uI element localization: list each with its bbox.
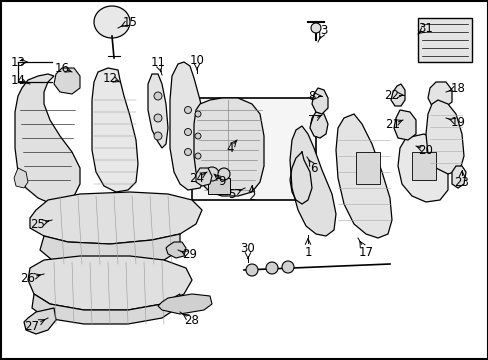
Text: 26: 26: [20, 271, 36, 284]
Circle shape: [282, 261, 293, 273]
Polygon shape: [148, 74, 168, 148]
Polygon shape: [14, 168, 28, 188]
Text: 8: 8: [307, 90, 315, 103]
Circle shape: [184, 107, 191, 113]
Text: 18: 18: [449, 81, 465, 95]
Circle shape: [184, 129, 191, 135]
Text: 5: 5: [228, 188, 235, 201]
Polygon shape: [451, 166, 465, 188]
Text: 7: 7: [307, 113, 315, 126]
Polygon shape: [170, 62, 207, 190]
Text: 30: 30: [240, 242, 255, 255]
Polygon shape: [196, 168, 212, 186]
Text: 24: 24: [189, 171, 204, 185]
Polygon shape: [15, 74, 80, 204]
Bar: [207, 178, 229, 194]
Text: 13: 13: [11, 55, 25, 68]
Text: 4: 4: [226, 141, 233, 154]
Text: 2: 2: [248, 189, 255, 202]
Polygon shape: [311, 88, 327, 114]
Text: 15: 15: [122, 15, 137, 28]
Text: 6: 6: [309, 162, 317, 175]
Polygon shape: [393, 110, 415, 140]
Text: 20: 20: [418, 144, 432, 157]
Polygon shape: [165, 242, 185, 258]
Polygon shape: [335, 114, 391, 238]
Circle shape: [245, 264, 258, 276]
Polygon shape: [425, 100, 463, 174]
Text: 12: 12: [102, 72, 117, 85]
Polygon shape: [40, 234, 180, 264]
Text: 1: 1: [304, 246, 311, 258]
Bar: [355, 152, 379, 184]
Text: 23: 23: [454, 176, 468, 189]
Circle shape: [184, 149, 191, 156]
Text: 22: 22: [384, 89, 399, 102]
Circle shape: [310, 23, 320, 33]
Text: 9: 9: [218, 175, 225, 188]
Polygon shape: [390, 84, 404, 106]
Text: 27: 27: [24, 320, 40, 333]
Text: 19: 19: [449, 116, 465, 129]
Polygon shape: [289, 126, 335, 236]
Text: 25: 25: [30, 217, 45, 230]
Text: 28: 28: [184, 314, 199, 327]
Polygon shape: [30, 192, 202, 244]
Bar: [192, 98, 315, 200]
Circle shape: [204, 167, 219, 181]
Text: 31: 31: [418, 22, 432, 35]
Circle shape: [154, 92, 162, 100]
Text: 16: 16: [54, 62, 69, 75]
Text: 29: 29: [182, 248, 197, 261]
Text: 21: 21: [385, 117, 400, 131]
Polygon shape: [158, 294, 212, 314]
Polygon shape: [54, 68, 80, 94]
Polygon shape: [194, 98, 264, 196]
Polygon shape: [92, 68, 138, 192]
Polygon shape: [32, 294, 180, 324]
Circle shape: [218, 168, 229, 180]
Text: 11: 11: [150, 55, 165, 68]
Polygon shape: [427, 82, 451, 108]
Text: 14: 14: [10, 73, 25, 86]
Circle shape: [195, 133, 201, 139]
Circle shape: [195, 153, 201, 159]
Text: 10: 10: [189, 54, 204, 67]
Circle shape: [154, 114, 162, 122]
Polygon shape: [28, 256, 192, 310]
Text: 3: 3: [320, 23, 327, 36]
Circle shape: [265, 262, 278, 274]
Polygon shape: [24, 308, 56, 334]
Polygon shape: [397, 134, 447, 202]
Text: 17: 17: [358, 246, 373, 258]
Bar: [411, 152, 435, 180]
Circle shape: [195, 111, 201, 117]
Circle shape: [154, 132, 162, 140]
Bar: [417, 18, 471, 62]
Ellipse shape: [94, 6, 130, 38]
Polygon shape: [309, 112, 327, 138]
